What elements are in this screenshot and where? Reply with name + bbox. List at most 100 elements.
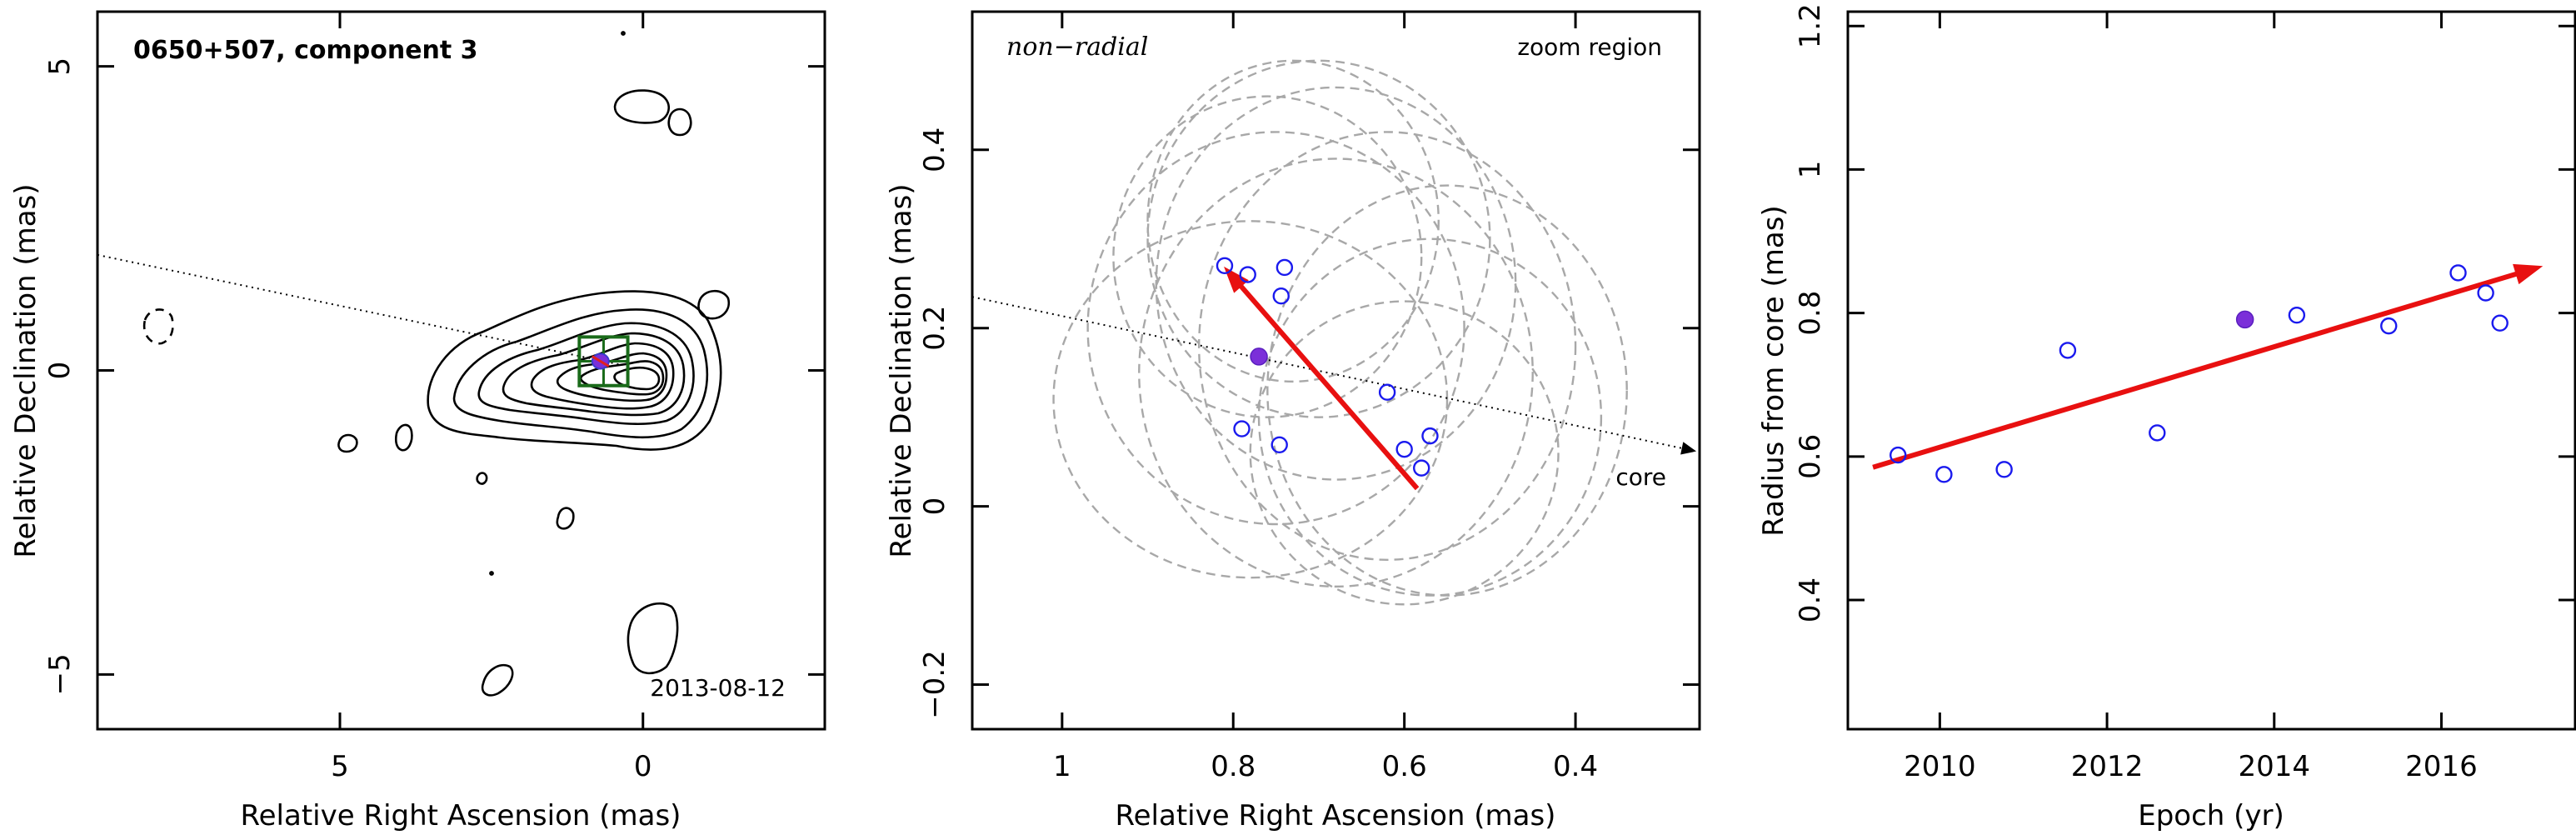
component-ellipse [1086, 131, 1465, 526]
position-point [1239, 266, 1256, 283]
position-point [1421, 427, 1439, 445]
component-ellipse [1257, 238, 1603, 597]
x-axis-label: Relative Right Ascension (mas) [241, 799, 681, 832]
x-axis-label: Relative Right Ascension (mas) [1116, 799, 1556, 832]
radius-point [2059, 342, 2077, 359]
radius-point [1890, 446, 1907, 464]
core-direction-line [971, 296, 1696, 452]
position-point [1233, 420, 1251, 438]
x-tick-label: 1 [1053, 750, 1071, 783]
y-tick-label: 1.2 [1794, 3, 1827, 48]
contour-island [556, 507, 575, 530]
y-tick-label: 0.8 [1794, 291, 1827, 336]
y-tick-label: 0.2 [918, 306, 951, 351]
x-tick-label: 0 [634, 750, 652, 783]
x-tick-label: 2010 [1904, 750, 1976, 783]
core-direction-arrowhead [1680, 442, 1697, 455]
panel-radius-vs-epoch: 2010 2012 2014 2016 0.4 0.6 0.8 1 1.2 Epoch (yr)… [1757, 3, 2576, 832]
plot-frame [1846, 10, 2576, 731]
component-ellipse [1112, 95, 1423, 418]
component-motion-mark [592, 355, 610, 368]
y-tick-label: 0.6 [1794, 434, 1827, 479]
contour-island [613, 89, 671, 124]
component-ellipse [1146, 59, 1440, 383]
radius-point [2491, 314, 2509, 332]
y-axis-label: Radius from core (mas) [1757, 205, 1790, 536]
radius-points [1890, 264, 2509, 483]
x-tick-label: 0.4 [1553, 750, 1598, 783]
x-axis-label: Epoch (yr) [2138, 799, 2284, 832]
axis-ticks: 2010 2012 2014 2016 0.4 0.6 0.8 1 1.2 [1794, 3, 2575, 783]
contour-island [481, 664, 514, 697]
panel-zoom-region: 1 0.8 0.6 0.4 0.4 0.2 0 −0.2 non−radial zoom re… [885, 10, 1701, 832]
panel-title: 0650+507, component 3 [133, 36, 478, 65]
contour-island [627, 602, 679, 675]
radius-point [2449, 264, 2467, 282]
contour-level [477, 322, 695, 426]
position-point [1413, 459, 1430, 477]
contour-island [142, 308, 174, 345]
component-ellipse [1249, 300, 1560, 606]
x-tick-label: 2014 [2238, 750, 2310, 783]
y-axis-label: Relative Declination (mas) [885, 183, 918, 558]
x-tick-label: 2016 [2405, 750, 2478, 783]
axis-ticks: 5 0 5 0 −5 [43, 12, 825, 783]
component-ellipse [1197, 131, 1577, 561]
component-positions [1216, 257, 1439, 477]
position-point [1395, 440, 1413, 458]
position-point [1216, 257, 1234, 275]
y-tick-label: 0 [918, 498, 951, 516]
contour-level [452, 308, 709, 439]
component-ellipse [1052, 220, 1449, 579]
core-label: core [1615, 463, 1666, 491]
jet-direction-line [97, 253, 619, 366]
x-tick-label: 5 [331, 750, 349, 783]
x-tick-label: 2012 [2071, 750, 2144, 783]
overlay [97, 253, 630, 388]
component-ellipse [1138, 158, 1534, 588]
contour-island [697, 289, 731, 320]
position-point [1276, 258, 1294, 277]
panel-title: non−radial [1006, 32, 1148, 62]
plot-frame [971, 10, 1701, 731]
contour-level [530, 342, 675, 410]
panel-subtitle: zoom region [1517, 33, 1662, 61]
y-tick-label: −0.2 [918, 650, 951, 719]
trajectory-arrowhead [1224, 266, 1249, 293]
contour-island [476, 472, 488, 485]
radius-point [1995, 461, 2013, 478]
contour-level [502, 332, 686, 417]
component-ellipse [1266, 184, 1628, 597]
trend-arrowhead [2513, 263, 2544, 285]
radius-point [2288, 307, 2306, 324]
panel-contour-map: 5 050−5 0650+507, component [9, 10, 826, 832]
radius-point [2477, 284, 2494, 302]
overlay [971, 266, 1697, 491]
y-tick-label: 5 [43, 58, 77, 76]
y-tick-label: 1 [1794, 161, 1827, 179]
contour-map [142, 31, 731, 697]
x-tick-label: 0.6 [1382, 750, 1427, 783]
y-tick-label: 0.4 [918, 128, 951, 172]
y-tick-label: −5 [43, 653, 77, 695]
axis-ticks: 1 0.8 0.6 0.4 0.4 0.2 0 −0.2 [918, 12, 1700, 783]
contour-island [394, 423, 413, 452]
contour-island [667, 108, 692, 137]
plot-frame [96, 10, 826, 731]
position-point [1272, 287, 1290, 305]
y-tick-label: 0.4 [1794, 578, 1827, 622]
radius-point [2149, 424, 2166, 442]
position-point [1271, 436, 1288, 454]
contour-island [489, 571, 494, 576]
x-tick-label: 0.8 [1211, 750, 1256, 783]
y-tick-label: 0 [43, 362, 77, 380]
overlay [1872, 263, 2544, 470]
radius-point [2380, 317, 2398, 335]
trend-arrow-line [1872, 269, 2524, 470]
y-axis-label: Relative Declination (mas) [9, 183, 42, 558]
position-point [1378, 383, 1396, 401]
trajectory-arrow-line [1236, 281, 1420, 491]
contour-island [621, 31, 626, 36]
radius-point [1935, 466, 1953, 483]
observation-date: 2013-08-12 [650, 674, 786, 702]
